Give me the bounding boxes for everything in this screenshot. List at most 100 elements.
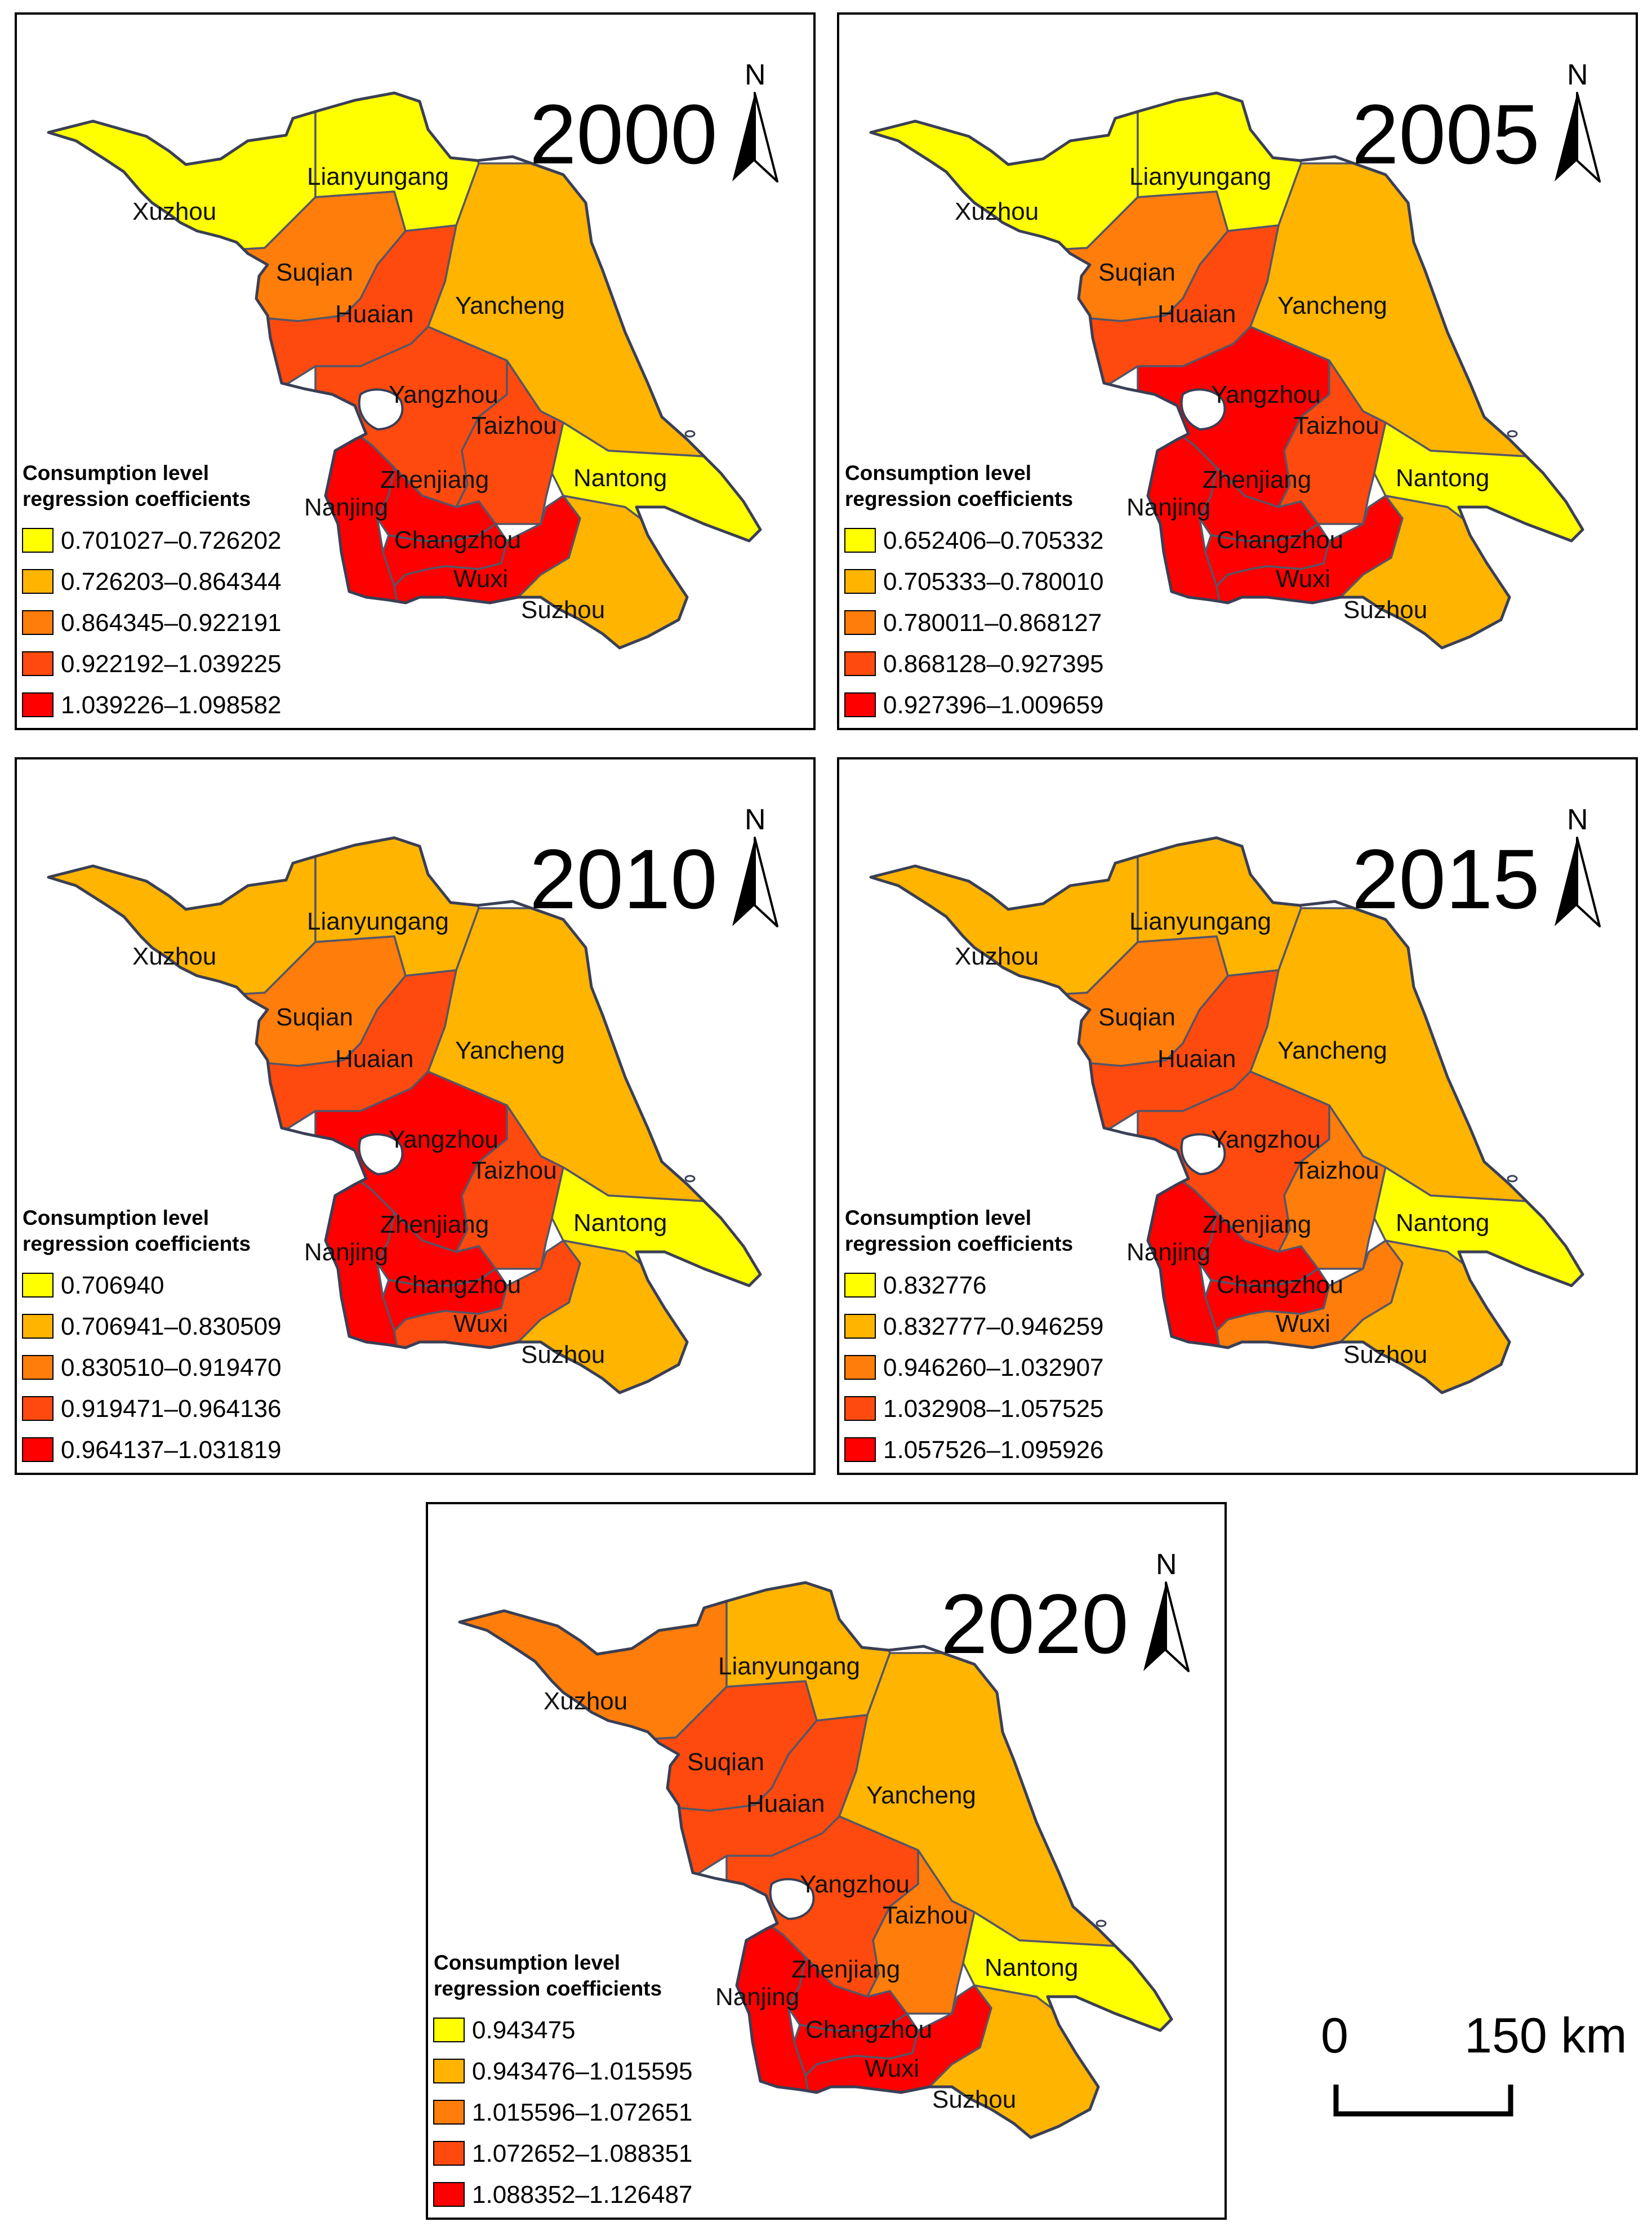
city-label-yangzhou-2020: Yangzhou (800, 1870, 910, 1898)
legend-swatch-2020-2 (433, 2100, 465, 2125)
city-label-nanjing-2005: Nanjing (1126, 494, 1210, 521)
city-label-yancheng-2020: Yancheng (866, 1781, 976, 1809)
city-label-zhenjiang-2020: Zhenjiang (791, 1956, 900, 1983)
city-label-changzhou-2020: Changzhou (805, 2016, 932, 2043)
city-label-xuzhou-2000: Xuzhou (132, 198, 216, 225)
city-label-zhenjiang-2000: Zhenjiang (380, 466, 489, 494)
city-label-zhenjiang-2010: Zhenjiang (380, 1211, 489, 1238)
legend-label-2010-0: 0.706940 (61, 1272, 164, 1299)
province-outline-2005 (869, 91, 1584, 650)
city-label-taizhou-2010: Taizhou (471, 1157, 557, 1184)
legend-2020: Consumption level regression coefficients… (433, 1951, 693, 2209)
legend-swatch-2015-2 (844, 1355, 876, 1380)
city-label-suqian-2000: Suqian (276, 259, 353, 286)
legend-title-line1-2005: Consumption level (845, 461, 1031, 485)
city-label-nantong-2010: Nantong (573, 1209, 667, 1237)
legend-2010: Consumption level regression coefficients… (22, 1206, 282, 1464)
north-arrow-right-half-2010 (754, 837, 778, 927)
scale-bar: 0 150 km (1321, 2007, 1627, 2117)
city-label-lianyungang-2010: Lianyungang (307, 908, 449, 935)
city-label-yancheng-2000: Yancheng (455, 292, 565, 319)
legend-label-2010-1: 0.706941–0.830509 (61, 1313, 282, 1340)
legend-title-line2-2020: regression coefficients (434, 1977, 662, 2000)
year-label-2010: 2010 (529, 832, 718, 926)
island-2015 (1507, 1175, 1518, 1183)
north-arrow-label-2015: N (1567, 803, 1588, 836)
legend-title-line1-2015: Consumption level (845, 1206, 1031, 1229)
legend-swatch-2000-1 (22, 569, 54, 594)
city-label-taizhou-2015: Taizhou (1294, 1157, 1379, 1184)
city-label-lianyungang-2005: Lianyungang (1129, 163, 1271, 190)
city-label-changzhou-2015: Changzhou (1217, 1271, 1343, 1299)
legend-swatch-2020-4 (433, 2182, 465, 2207)
legend-swatch-2005-0 (844, 528, 876, 553)
city-label-taizhou-2000: Taizhou (471, 412, 557, 439)
north-arrow-label-2000: N (745, 59, 766, 91)
lake-2020 (769, 1878, 815, 1921)
year-label-2015: 2015 (1352, 832, 1540, 926)
legend-label-2000-0: 0.701027–0.726202 (61, 527, 282, 554)
legend-swatch-2000-0 (22, 528, 54, 553)
legend-swatch-2000-2 (22, 610, 54, 635)
north-arrow-label-2020: N (1156, 1548, 1177, 1581)
city-label-taizhou-2020: Taizhou (883, 1901, 968, 1929)
city-label-suzhou-2015: Suzhou (1343, 1341, 1427, 1368)
legend-label-2000-2: 0.864345–0.922191 (61, 609, 282, 637)
legend-swatch-2020-0 (433, 2018, 465, 2042)
city-label-xuzhou-2015: Xuzhou (955, 943, 1039, 970)
north-arrow-2015: N (1555, 803, 1601, 927)
legend-swatch-2005-1 (844, 569, 876, 594)
city-label-suqian-2010: Suqian (276, 1003, 353, 1031)
legend-label-2000-1: 0.726203–0.864344 (61, 568, 282, 596)
city-label-suzhou-2000: Suzhou (521, 596, 605, 624)
province-outline-2015 (869, 836, 1584, 1394)
city-label-xuzhou-2010: Xuzhou (132, 943, 216, 970)
legend-label-2005-2: 0.780011–0.868127 (883, 609, 1102, 637)
legend-label-2020-2: 1.015596–1.072651 (472, 2099, 693, 2126)
scale-bar-end-label: 150 km (1464, 2007, 1627, 2063)
city-label-nantong-2000: Nantong (573, 464, 667, 492)
legend-swatch-2015-0 (844, 1273, 876, 1298)
city-label-wuxi-2005: Wuxi (1276, 565, 1330, 593)
legend-label-2005-1: 0.705333–0.780010 (883, 568, 1104, 596)
city-label-suqian-2020: Suqian (687, 1748, 764, 1776)
legend-title-line2-2005: regression coefficients (845, 487, 1073, 510)
city-label-huaian-2015: Huaian (1157, 1045, 1236, 1073)
city-label-changzhou-2005: Changzhou (1217, 526, 1343, 554)
legend-title-line1-2020: Consumption level (434, 1951, 620, 1974)
legend-swatch-2000-4 (22, 692, 54, 717)
legend-label-2010-4: 0.964137–1.031819 (61, 1436, 282, 1464)
year-label-2005: 2005 (1352, 87, 1540, 181)
north-arrow-left-half-2020 (1143, 1583, 1166, 1671)
legend-label-2015-1: 0.832777–0.946259 (883, 1313, 1104, 1340)
city-label-zhenjiang-2015: Zhenjiang (1203, 1211, 1311, 1238)
north-arrow-2010: N (732, 803, 778, 927)
lake-2015 (1180, 1133, 1226, 1176)
north-arrow-left-half-2010 (732, 838, 755, 926)
island-2020 (1096, 1919, 1107, 1927)
city-label-suqian-2005: Suqian (1098, 259, 1175, 286)
city-label-nanjing-2000: Nanjing (304, 494, 388, 521)
legend-title-line1-2010: Consumption level (23, 1206, 209, 1229)
city-label-xuzhou-2020: Xuzhou (544, 1687, 627, 1715)
legend-label-2020-3: 1.072652–1.088351 (472, 2140, 693, 2167)
city-label-huaian-2005: Huaian (1157, 300, 1236, 328)
city-label-suzhou-2020: Suzhou (932, 2086, 1016, 2113)
city-label-huaian-2020: Huaian (746, 1790, 825, 1818)
legend-swatch-2015-4 (844, 1437, 876, 1462)
legend-label-2005-3: 0.868128–0.927395 (883, 650, 1104, 678)
legend-swatch-2005-3 (844, 651, 876, 676)
city-label-wuxi-2015: Wuxi (1276, 1310, 1330, 1338)
legend-label-2015-2: 0.946260–1.032907 (883, 1354, 1104, 1381)
city-label-yancheng-2015: Yancheng (1277, 1037, 1387, 1064)
legend-swatch-2010-0 (22, 1273, 54, 1298)
north-arrow-label-2010: N (745, 803, 766, 836)
legend-label-2010-3: 0.919471–0.964136 (61, 1395, 282, 1423)
city-label-lianyungang-2015: Lianyungang (1129, 908, 1271, 935)
lake-2010 (358, 1133, 404, 1176)
legend-swatch-2000-3 (22, 651, 54, 676)
legend-label-2015-4: 1.057526–1.095926 (883, 1436, 1104, 1464)
legend-swatch-2005-4 (844, 692, 876, 717)
